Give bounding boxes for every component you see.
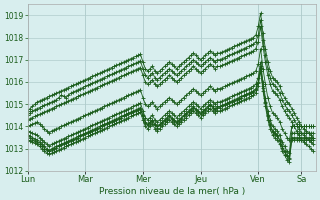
X-axis label: Pression niveau de la mer( hPa ): Pression niveau de la mer( hPa ) — [99, 187, 245, 196]
